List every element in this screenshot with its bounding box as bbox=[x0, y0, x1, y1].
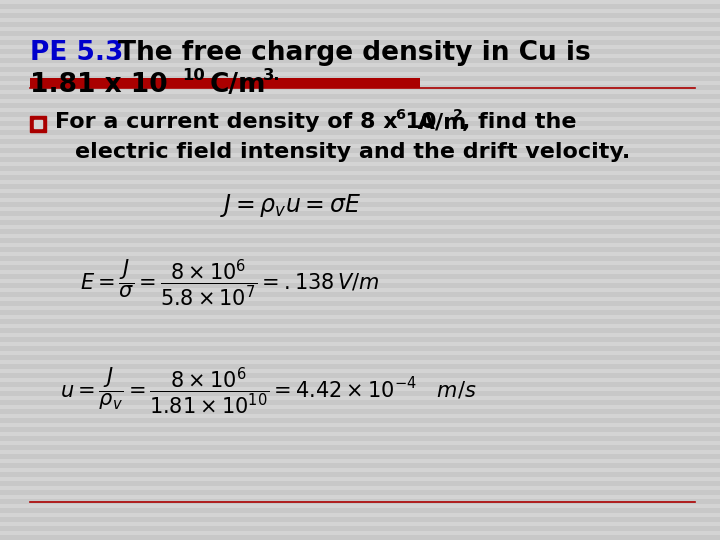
Bar bbox=[0, 472, 720, 477]
Bar bbox=[0, 382, 720, 387]
Bar bbox=[0, 355, 720, 360]
Bar bbox=[0, 4, 720, 9]
Bar bbox=[0, 229, 720, 234]
Bar bbox=[0, 400, 720, 405]
Bar bbox=[0, 508, 720, 513]
Text: 3.: 3. bbox=[263, 68, 281, 83]
Bar bbox=[0, 94, 720, 99]
Bar bbox=[0, 265, 720, 270]
Bar bbox=[0, 319, 720, 324]
Text: $u = \dfrac{J}{\rho_v} = \dfrac{8 \times 10^6}{1.81 \times 10^{10}} = 4.42 \time: $u = \dfrac{J}{\rho_v} = \dfrac{8 \times… bbox=[60, 365, 477, 416]
Bar bbox=[0, 85, 720, 90]
Bar bbox=[0, 418, 720, 423]
Bar bbox=[0, 481, 720, 486]
Bar bbox=[0, 292, 720, 297]
Text: 6: 6 bbox=[395, 108, 405, 122]
Bar bbox=[0, 337, 720, 342]
Bar bbox=[0, 40, 720, 45]
Bar bbox=[0, 526, 720, 531]
Bar bbox=[0, 193, 720, 198]
Bar bbox=[0, 211, 720, 216]
Text: The free charge density in Cu is: The free charge density in Cu is bbox=[118, 40, 590, 66]
Bar bbox=[0, 76, 720, 81]
Text: , find the: , find the bbox=[462, 112, 577, 132]
Bar bbox=[0, 364, 720, 369]
Text: A/m: A/m bbox=[410, 112, 467, 132]
Bar bbox=[0, 373, 720, 378]
Bar bbox=[34, 120, 42, 128]
Text: 1.81 x 10: 1.81 x 10 bbox=[30, 72, 168, 98]
Bar bbox=[0, 454, 720, 459]
Bar bbox=[0, 436, 720, 441]
Bar bbox=[0, 256, 720, 261]
Text: $E = \dfrac{J}{\sigma} = \dfrac{8 \times 10^6}{5.8 \times 10^7} = .138\,V/m$: $E = \dfrac{J}{\sigma} = \dfrac{8 \times… bbox=[80, 257, 379, 308]
Text: electric field intensity and the drift velocity.: electric field intensity and the drift v… bbox=[75, 142, 630, 162]
Bar bbox=[0, 247, 720, 252]
Bar bbox=[0, 157, 720, 162]
Bar bbox=[0, 202, 720, 207]
Bar bbox=[0, 274, 720, 279]
Text: $J = \rho_v u = \sigma E$: $J = \rho_v u = \sigma E$ bbox=[220, 192, 361, 219]
Bar bbox=[0, 139, 720, 144]
Bar bbox=[0, 445, 720, 450]
Bar bbox=[0, 0, 720, 170]
Bar bbox=[0, 535, 720, 540]
Bar bbox=[0, 112, 720, 117]
Bar bbox=[0, 13, 720, 18]
Bar bbox=[0, 283, 720, 288]
Bar bbox=[0, 31, 720, 36]
Bar bbox=[0, 346, 720, 351]
Bar bbox=[0, 22, 720, 27]
Bar bbox=[30, 78, 420, 88]
Bar bbox=[0, 463, 720, 468]
Bar bbox=[0, 301, 720, 306]
Text: C/m: C/m bbox=[210, 72, 266, 98]
Bar bbox=[0, 166, 720, 171]
Text: PE 5.3: PE 5.3 bbox=[30, 40, 123, 66]
Bar bbox=[0, 391, 720, 396]
Bar bbox=[0, 184, 720, 189]
Bar bbox=[0, 427, 720, 432]
Bar bbox=[0, 58, 720, 63]
Text: 10: 10 bbox=[182, 68, 204, 83]
Bar bbox=[30, 116, 46, 132]
Bar bbox=[0, 220, 720, 225]
Text: For a current density of 8 x 10: For a current density of 8 x 10 bbox=[55, 112, 436, 132]
Bar bbox=[0, 499, 720, 504]
Bar bbox=[0, 148, 720, 153]
Bar bbox=[0, 103, 720, 108]
Bar bbox=[0, 310, 720, 315]
Bar bbox=[0, 121, 720, 126]
Bar bbox=[0, 409, 720, 414]
Bar bbox=[0, 490, 720, 495]
Bar bbox=[0, 175, 720, 180]
Bar bbox=[0, 67, 720, 72]
Bar bbox=[0, 517, 720, 522]
Bar bbox=[0, 130, 720, 135]
Text: 2: 2 bbox=[453, 108, 463, 122]
Bar bbox=[0, 238, 720, 243]
Bar bbox=[0, 328, 720, 333]
Bar bbox=[0, 49, 720, 54]
